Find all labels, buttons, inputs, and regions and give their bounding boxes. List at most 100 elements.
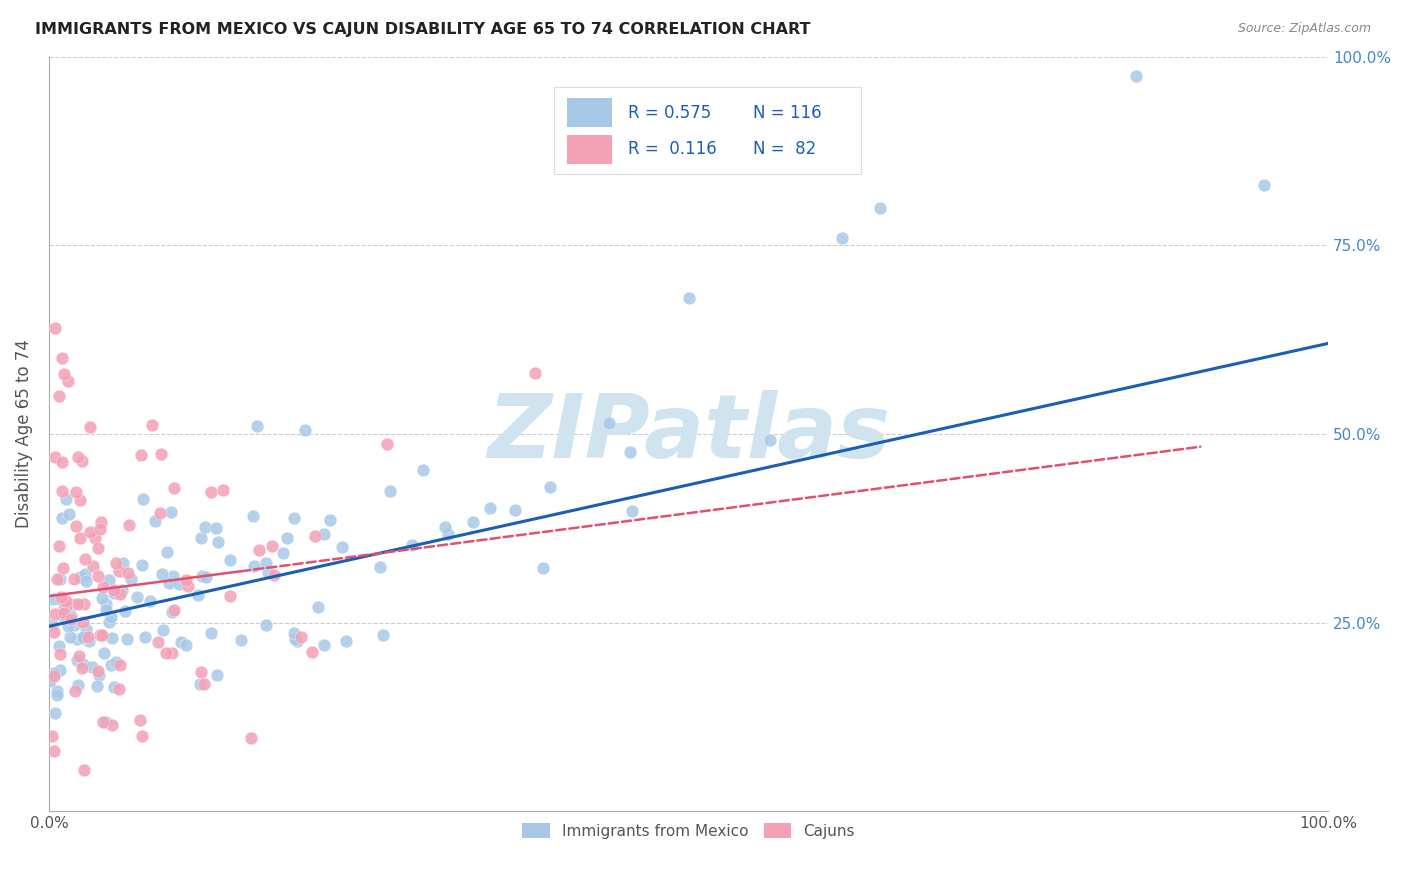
Point	[162, 569, 184, 583]
Point	[42, 591, 65, 606]
Point	[260, 539, 283, 553]
FancyBboxPatch shape	[554, 87, 862, 174]
Point	[44, 666, 66, 681]
Point	[312, 638, 335, 652]
Point	[49, 572, 72, 586]
Point	[143, 514, 166, 528]
Point	[104, 556, 127, 570]
Point	[319, 513, 342, 527]
Point	[44, 321, 66, 335]
Point	[69, 531, 91, 545]
Point	[678, 291, 700, 305]
Point	[48, 640, 70, 654]
Point	[479, 501, 502, 516]
Point	[45, 688, 67, 702]
Point	[150, 566, 173, 581]
Point	[103, 585, 125, 599]
Point	[433, 519, 456, 533]
Point	[304, 529, 326, 543]
Point	[72, 630, 94, 644]
Point	[44, 450, 66, 465]
Point	[229, 632, 252, 647]
Point	[83, 531, 105, 545]
Point	[75, 567, 97, 582]
Point	[869, 201, 891, 215]
Point	[98, 573, 121, 587]
Point	[157, 575, 180, 590]
Point	[242, 508, 264, 523]
Point	[100, 657, 122, 672]
Point	[66, 597, 89, 611]
Point	[254, 617, 277, 632]
Point	[82, 558, 104, 573]
Text: N =  82: N = 82	[752, 140, 815, 159]
Point	[51, 483, 73, 498]
Point	[150, 447, 173, 461]
Point	[55, 599, 77, 613]
Point	[276, 531, 298, 545]
Point	[162, 481, 184, 495]
Point	[134, 630, 156, 644]
Point	[51, 607, 73, 622]
Point	[52, 560, 75, 574]
Point	[190, 677, 212, 691]
Point	[205, 668, 228, 682]
Point	[256, 556, 278, 570]
Point	[111, 583, 134, 598]
Point	[108, 657, 131, 672]
Point	[1125, 69, 1147, 83]
Point	[257, 566, 280, 580]
Point	[169, 634, 191, 648]
Point	[160, 605, 183, 619]
Point	[505, 503, 527, 517]
Point	[114, 604, 136, 618]
Point	[49, 663, 72, 677]
Point	[48, 648, 70, 662]
Point	[131, 558, 153, 573]
Point	[285, 634, 308, 648]
Point	[87, 568, 110, 582]
Point	[69, 570, 91, 584]
Point	[160, 646, 183, 660]
Point	[59, 608, 82, 623]
Point	[619, 445, 641, 459]
Point	[163, 603, 186, 617]
Point	[598, 416, 620, 430]
Text: Source: ZipAtlas.com: Source: ZipAtlas.com	[1237, 22, 1371, 36]
Point	[167, 577, 190, 591]
Point	[111, 557, 134, 571]
Point	[55, 594, 77, 608]
Point	[60, 612, 83, 626]
Point	[294, 423, 316, 437]
Point	[312, 527, 335, 541]
Point	[96, 715, 118, 730]
Point	[120, 572, 142, 586]
Text: R =  0.116: R = 0.116	[628, 140, 717, 159]
Point	[45, 683, 67, 698]
Y-axis label: Disability Age 65 to 74: Disability Age 65 to 74	[15, 340, 32, 528]
Point	[378, 484, 401, 499]
Point	[155, 646, 177, 660]
Point	[62, 572, 84, 586]
Point	[87, 668, 110, 682]
Point	[65, 684, 87, 698]
Point	[125, 590, 148, 604]
Point	[332, 541, 354, 555]
Point	[72, 615, 94, 630]
Point	[263, 568, 285, 582]
Point	[174, 573, 197, 587]
Point	[200, 626, 222, 640]
Point	[77, 634, 100, 648]
Point	[46, 572, 69, 586]
Point	[242, 559, 264, 574]
Point	[103, 582, 125, 597]
Point	[107, 564, 129, 578]
Point	[758, 433, 780, 447]
Point	[73, 597, 96, 611]
Point	[373, 628, 395, 642]
Point	[1253, 178, 1275, 192]
Point	[51, 511, 73, 525]
Point	[101, 717, 124, 731]
Point	[368, 560, 391, 574]
Point	[131, 729, 153, 743]
